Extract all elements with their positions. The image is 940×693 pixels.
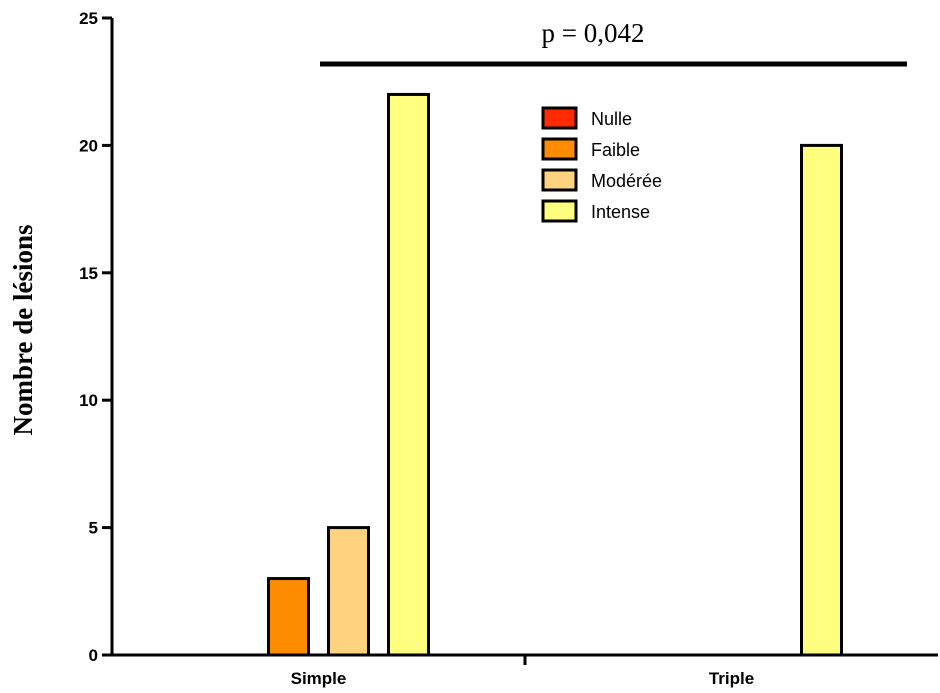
p-value-annotation: p = 0,042	[542, 18, 645, 48]
legend-label: Faible	[591, 140, 640, 160]
legend-swatch-nulle	[541, 106, 578, 130]
legend-swatch-modérée	[541, 168, 578, 192]
legend-label: Modérée	[591, 171, 662, 191]
bar-modérée-simple	[327, 526, 370, 657]
x-category-label: Triple	[709, 669, 754, 688]
legend-swatch-intense	[541, 199, 578, 223]
x-ticks: Simple Triple	[291, 655, 754, 688]
bar-faible-simple	[267, 577, 310, 657]
y-tick-label: 15	[79, 264, 98, 283]
bar-intense-simple	[387, 92, 430, 657]
y-tick-label: 0	[89, 646, 98, 665]
y-tick-label: 25	[79, 9, 98, 28]
legend-label: Nulle	[591, 109, 632, 129]
y-tick-label: 5	[89, 519, 98, 538]
y-ticks: 0 5 10 15 20 25	[79, 9, 112, 665]
legend: Nulle Faible Modérée Intense	[541, 106, 662, 223]
y-tick-label: 20	[79, 136, 98, 155]
bar-intense-triple	[800, 143, 843, 657]
y-axis-label: Nombre de lésions	[8, 224, 38, 435]
x-category-label: Simple	[291, 669, 347, 688]
y-tick-label: 10	[79, 391, 98, 410]
bars	[267, 92, 843, 657]
legend-label: Intense	[591, 202, 650, 222]
legend-swatch-faible	[541, 137, 578, 161]
